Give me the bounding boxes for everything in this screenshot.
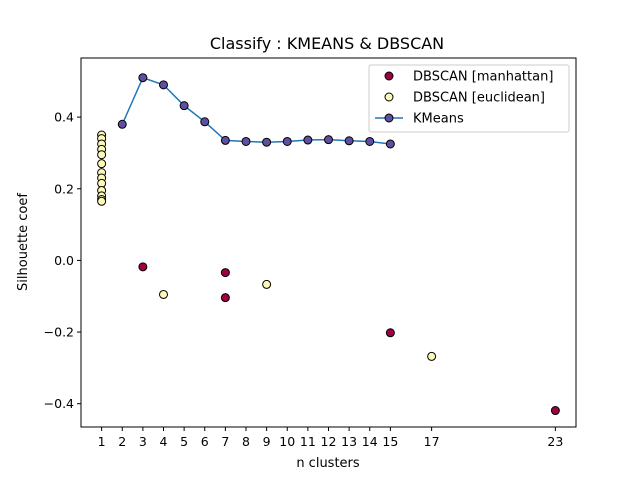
dbscan-point [97, 150, 107, 160]
x-tick-label: 17 [424, 434, 440, 449]
dbscan-point [427, 351, 437, 361]
dbscan-point [220, 293, 230, 303]
kmeans-point [365, 136, 375, 146]
legend-marker-swatch [384, 92, 394, 102]
y-tick-label: −0.2 [44, 325, 74, 340]
legend-marker-swatch [384, 71, 394, 81]
x-tick-label: 4 [160, 434, 168, 449]
x-tick-label: 8 [242, 434, 250, 449]
x-tick-label: 11 [300, 434, 316, 449]
legend-entry: KMeans [375, 112, 464, 127]
legend-entry: DBSCAN [manhattan] [384, 70, 553, 85]
y-tick-label: 0.2 [54, 181, 74, 196]
legend-label: KMeans [413, 112, 464, 127]
x-tick-label: 9 [263, 434, 271, 449]
y-tick-label: 0.4 [54, 110, 74, 125]
series-dbscan-euclidean [97, 130, 437, 361]
legend-label: DBSCAN [euclidean] [413, 91, 545, 106]
x-tick-label: 14 [362, 434, 378, 449]
dbscan-point [262, 279, 272, 289]
kmeans-point [220, 135, 230, 145]
dbscan-point [550, 406, 560, 416]
y-tick-label: 0.0 [54, 253, 74, 268]
kmeans-point [324, 135, 333, 145]
kmeans-point [159, 80, 168, 90]
dbscan-point [97, 196, 107, 206]
legend-entry: DBSCAN [euclidean] [384, 91, 545, 106]
kmeans-point [385, 139, 395, 149]
kmeans-point [344, 136, 354, 146]
x-axis-label: n clusters [296, 456, 360, 471]
x-tick-label: 12 [321, 434, 337, 449]
y-axis-label: Silhouette coef [16, 193, 31, 291]
legend-marker-swatch [384, 113, 394, 123]
x-tick-label: 6 [201, 434, 209, 449]
dbscan-point [385, 328, 395, 338]
legend: DBSCAN [manhattan] DBSCAN [euclidean] KMea… [368, 64, 570, 133]
kmeans-point [262, 137, 272, 147]
dbscan-point [138, 262, 148, 272]
x-axis: 1 2 3 4 5 6 7 8 9 10 11 12 13 14 15 17 23 [98, 427, 563, 449]
y-axis: −0.4 −0.2 0.0 0.2 0.4 [44, 110, 81, 411]
kmeans-point [303, 135, 313, 145]
x-tick-label: 1 [98, 434, 106, 449]
x-tick-label: 13 [341, 434, 357, 449]
x-tick-label: 23 [547, 434, 563, 449]
series-kmeans [117, 73, 395, 149]
legend-label: DBSCAN [manhattan] [413, 70, 553, 85]
x-tick-label: 3 [139, 434, 147, 449]
kmeans-point [282, 136, 292, 146]
x-tick-label: 2 [118, 434, 126, 449]
dbscan-point [220, 268, 230, 278]
chart-title: Classify : KMEANS & DBSCAN [210, 34, 444, 53]
x-tick-label: 15 [382, 434, 398, 449]
dbscan-point [159, 289, 168, 299]
kmeans-point [179, 101, 189, 111]
x-tick-label: 5 [180, 434, 188, 449]
kmeans-point [241, 136, 251, 146]
series-dbscan-manhattan [138, 262, 560, 416]
y-tick-label: −0.4 [44, 396, 74, 411]
legend-box [368, 64, 570, 133]
kmeans-point [117, 119, 127, 129]
x-tick-label: 7 [221, 434, 229, 449]
kmeans-point [200, 117, 210, 127]
kmeans-point [138, 73, 148, 83]
dbscan-point [97, 159, 107, 169]
plot-marks [97, 73, 560, 416]
x-tick-label: 10 [279, 434, 295, 449]
